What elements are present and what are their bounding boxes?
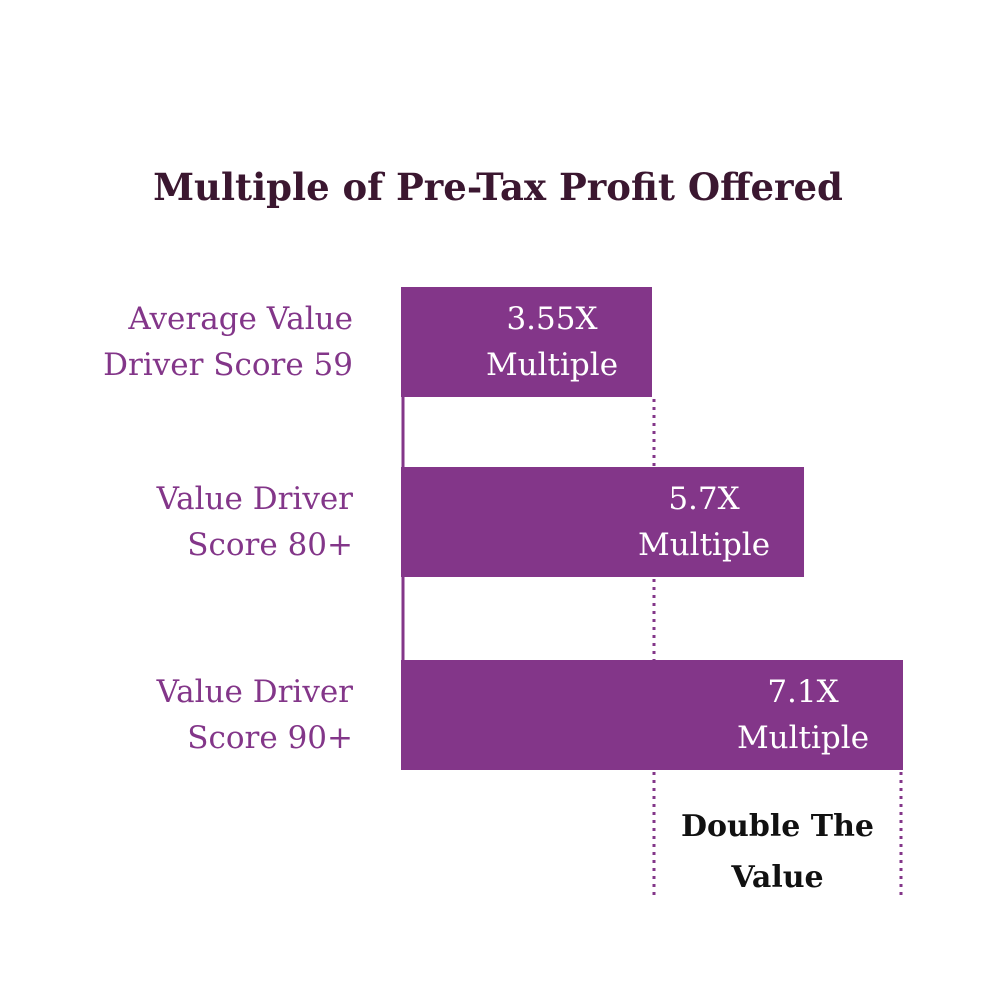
category-label-line: Driver Score 59: [103, 347, 353, 383]
annotation-label: Double The Value: [681, 809, 874, 895]
chart-title: Multiple of Pre-Tax Profit Offered: [153, 165, 843, 209]
category-label-line: Score 80+: [187, 527, 353, 563]
category-label-line: Average Value: [127, 301, 353, 337]
data-label-line: 3.55X: [506, 301, 597, 337]
category-label: Value Driver Score 90+: [156, 674, 354, 756]
data-label-line: Multiple: [737, 720, 869, 756]
bar: [401, 467, 805, 577]
data-label: 5.7X Multiple: [638, 481, 770, 563]
annotation-label-line: Double The: [681, 809, 874, 844]
category-label-line: Score 90+: [187, 720, 353, 756]
category-label-line: Value Driver: [156, 674, 354, 710]
data-label: 3.55X Multiple: [486, 301, 618, 383]
data-label: 7.1X Multiple: [737, 674, 869, 756]
category-label: Average Value Driver Score 59: [103, 301, 353, 383]
data-label-line: 7.1X: [767, 674, 838, 710]
bar: [401, 660, 903, 770]
data-label-line: Multiple: [638, 527, 770, 563]
data-label-line: Multiple: [486, 347, 618, 383]
data-label-line: 5.7X: [668, 481, 739, 517]
category-label-line: Value Driver: [156, 481, 354, 517]
annotation-label-line: Value: [730, 860, 823, 895]
category-label: Value Driver Score 80+: [156, 481, 354, 563]
bar: [401, 287, 652, 397]
plot-area: Average Value Driver Score 59 3.55X Multipl…: [103, 287, 903, 898]
